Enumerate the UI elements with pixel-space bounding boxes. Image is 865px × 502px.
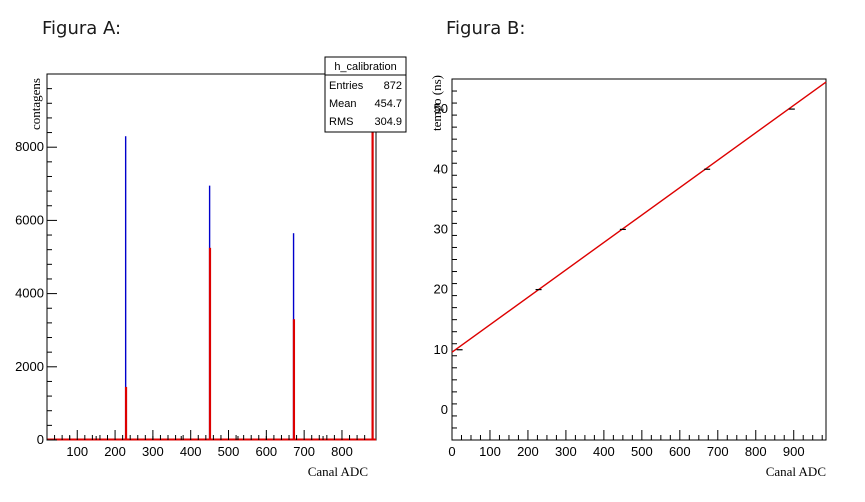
figure-a-title: Figura A:	[42, 18, 122, 39]
chart-a-x-tick-label: 700	[293, 444, 315, 459]
chart-b-x-tick-label: 600	[669, 444, 691, 459]
chart-a-y-tick-label: 0	[37, 432, 44, 447]
figure-b-title: Figura B:	[446, 18, 526, 39]
chart-a-y-tick-label: 4000	[15, 286, 44, 301]
chart-b-y-axis-title: tempo (ns)	[429, 75, 444, 131]
stats-box-value: 872	[384, 80, 402, 92]
chart-b-fit-line	[451, 81, 827, 353]
chart-a-x-tick-label: 800	[331, 444, 353, 459]
chart-a-x-tick-label: 200	[104, 444, 126, 459]
stats-box-label: RMS	[329, 116, 353, 128]
chart-b-x-tick-label: 800	[745, 444, 767, 459]
chart-b-x-tick-label: 400	[593, 444, 615, 459]
chart-b-y-tick-label: 50	[434, 101, 448, 116]
chart-b-frame	[451, 78, 827, 441]
stats-box-value: 304.9	[374, 116, 402, 128]
stats-box	[324, 56, 407, 133]
chart-b-x-tick-label: 100	[479, 444, 501, 459]
chart-a-x-tick-label: 600	[255, 444, 277, 459]
chart-a-x-tick-label: 300	[142, 444, 164, 459]
chart-a-bar	[208, 247, 212, 440]
chart-a-frame	[46, 73, 377, 441]
stats-box-title: h_calibration	[334, 61, 396, 73]
chart-a-bar	[292, 319, 296, 440]
chart-b-x-tick-label: 700	[707, 444, 729, 459]
chart-a-y-axis-title: contagens	[28, 78, 43, 130]
chart-b-y-tick-label: 30	[434, 221, 448, 236]
chart-b-x-tick-label: 900	[783, 444, 805, 459]
chart-b-x-tick-label: 300	[555, 444, 577, 459]
chart-b-y-tick-label: 10	[434, 342, 448, 357]
chart-b-x-tick-label: 200	[517, 444, 539, 459]
stats-box-label: Mean	[329, 98, 357, 110]
stats-box-label: Entries	[329, 80, 364, 92]
chart-b-x-tick-label: 0	[448, 444, 455, 459]
chart-b-y-tick-label: 20	[434, 282, 448, 297]
chart-b-x-tick-label: 500	[631, 444, 653, 459]
chart-a-x-axis-title: Canal ADC	[308, 464, 368, 479]
chart-b-y-tick-label: 40	[434, 161, 448, 176]
chart-a-bar	[124, 136, 127, 440]
chart-a-bar	[124, 386, 128, 440]
chart-a-x-tick-label: 400	[180, 444, 202, 459]
chart-b-x-axis-title: Canal ADC	[766, 464, 826, 479]
chart-a-y-tick-label: 6000	[15, 212, 44, 227]
stats-box-value: 454.7	[374, 98, 402, 110]
chart-a-x-tick-label: 100	[66, 444, 88, 459]
chart-a-y-tick-label: 2000	[15, 359, 44, 374]
chart-a-y-tick-label: 8000	[15, 139, 44, 154]
chart-b-y-tick-label: 0	[441, 402, 448, 417]
chart-a-x-tick-label: 500	[218, 444, 240, 459]
chart-a-bar	[371, 74, 374, 440]
